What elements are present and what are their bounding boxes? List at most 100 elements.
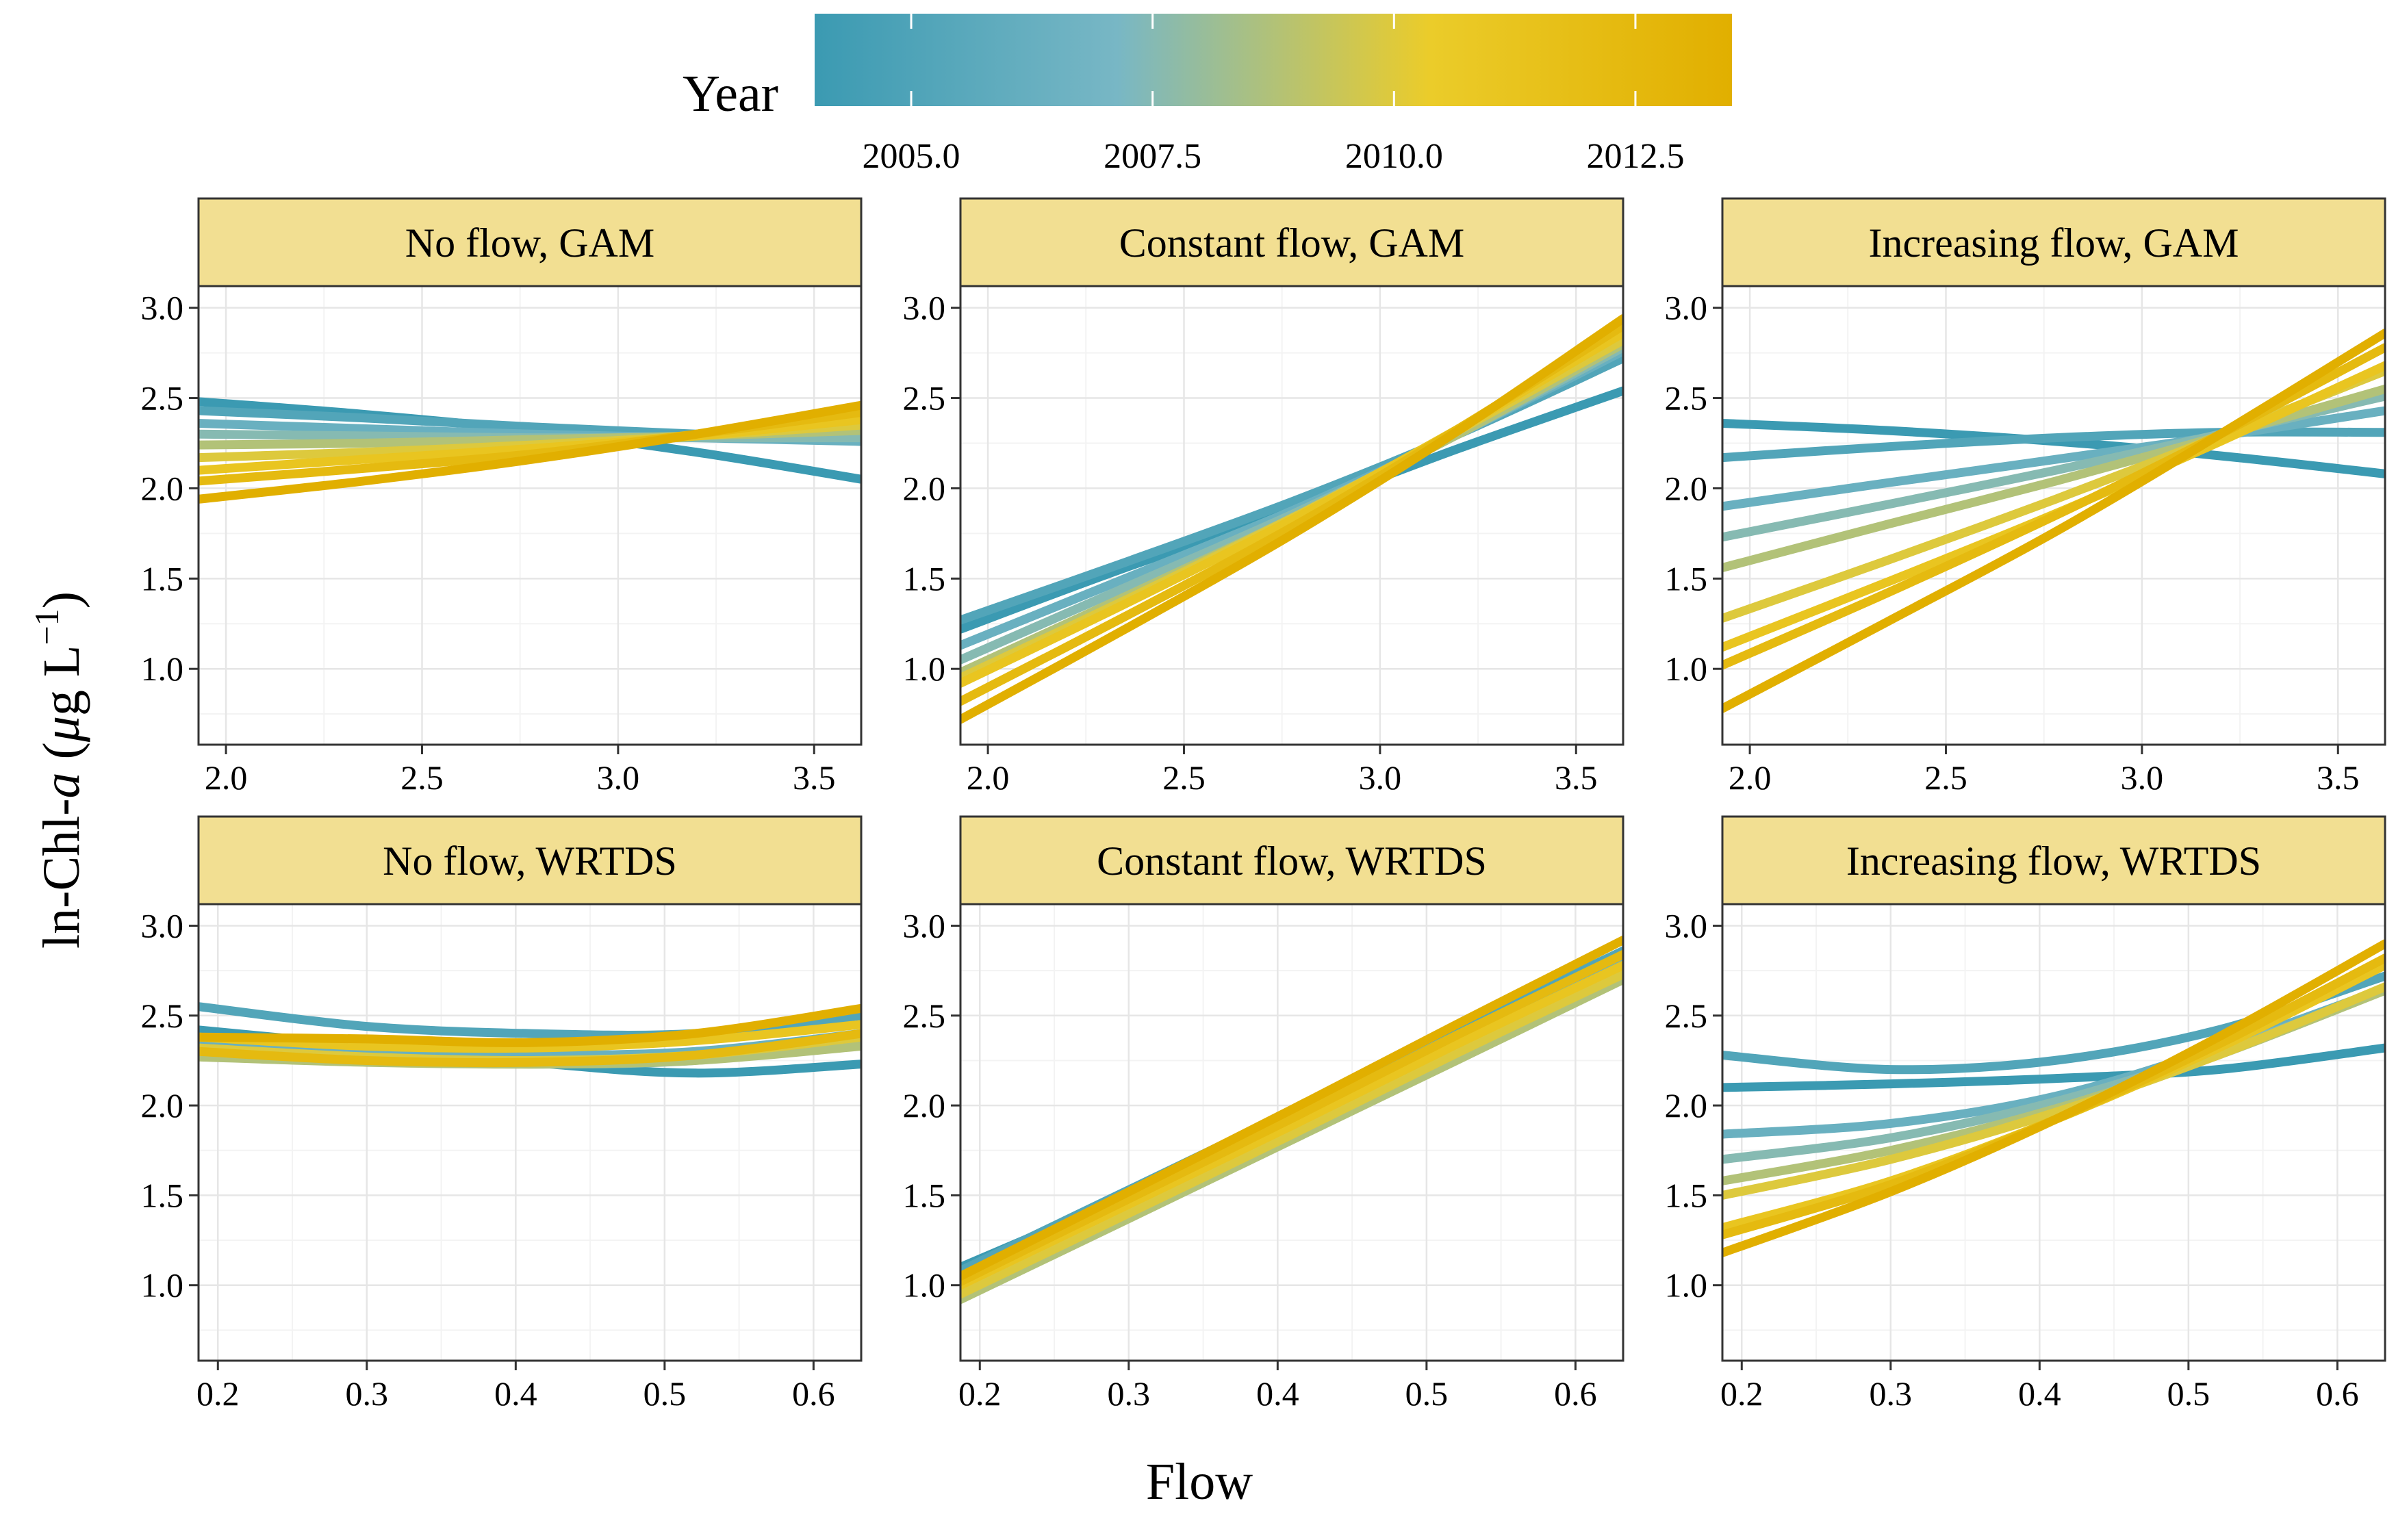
facet-strip — [1721, 197, 2386, 287]
y-tick-label: 1.0 — [903, 650, 946, 688]
y-tick-label: 1.5 — [903, 1176, 946, 1214]
y-tick-label: 1.5 — [141, 559, 184, 598]
x-tick-label: 0.2 — [196, 1374, 240, 1413]
facet-strip — [959, 197, 1624, 287]
legend-tick-label: 2007.5 — [1104, 137, 1201, 176]
y-tick-label: 2.5 — [141, 379, 184, 418]
series-lines — [960, 314, 1623, 724]
x-tick-label: 0.2 — [958, 1374, 1002, 1413]
series-line-2007 — [1722, 406, 2385, 511]
panel-constant-flow-wrtds: Constant flow, WRTDS 1.0 1.5 2.0 2.5 3.0 0.2 0.… — [903, 815, 1624, 1413]
y-tick-label: 1.0 — [1665, 650, 1708, 688]
y-tick-label: 1.0 — [903, 1266, 946, 1305]
panel-border — [1721, 903, 2386, 1362]
y-tick-label: 2.5 — [1665, 997, 1708, 1035]
y-tick-label: 2.0 — [903, 469, 946, 507]
x-tick-label: 2.5 — [400, 758, 444, 797]
series-line-2012 — [960, 950, 1623, 1286]
y-tick-label: 1.0 — [141, 1266, 184, 1305]
series-lines — [960, 936, 1623, 1305]
panel-border — [959, 903, 1624, 1362]
x-tick-label: 0.5 — [1405, 1374, 1449, 1413]
x-tick-label: 3.5 — [1555, 758, 1598, 797]
series-line-2009 — [960, 975, 1623, 1305]
facet-strip-label: Constant flow, WRTDS — [1097, 838, 1487, 884]
y-tick-label: 2.0 — [903, 1086, 946, 1125]
facet-strip-label: No flow, GAM — [405, 220, 654, 266]
y-axis-title: ln-Chl-a (μg L−1) — [27, 591, 90, 949]
legend-ticks: 2005.0 2007.5 2010.0 2012.5 — [863, 14, 1684, 176]
x-tick-label: 0.2 — [1720, 1374, 1763, 1413]
y-tick-label: 1.5 — [1665, 1176, 1708, 1214]
x-tick-label: 3.0 — [1359, 758, 1402, 797]
legend-title: Year — [683, 65, 778, 123]
panel-border — [959, 285, 1624, 746]
x-tick-label: 0.4 — [2018, 1374, 2061, 1413]
series-lines — [1722, 939, 2385, 1257]
panel-background — [199, 286, 861, 745]
legend-tick-label: 2010.0 — [1345, 137, 1443, 176]
panel-border — [197, 285, 863, 746]
facet-strip-label: Constant flow, GAM — [1119, 220, 1464, 266]
x-tick-label: 3.5 — [2317, 758, 2360, 797]
y-tick-label: 2.0 — [141, 469, 184, 507]
series-line-2013 — [199, 400, 861, 504]
x-tick-label: 3.5 — [793, 758, 836, 797]
y-tick-label: 3.0 — [1665, 289, 1708, 327]
x-tick-label: 3.0 — [597, 758, 640, 797]
series-line-2013 — [1722, 329, 2385, 713]
year-legend: Year 2005.0 2007.5 2010.0 2012.5 — [683, 14, 1732, 176]
panel-grid — [1722, 286, 2385, 745]
y-tick-label: 2.5 — [903, 997, 946, 1035]
x-tick-label: 2.0 — [1729, 758, 1772, 797]
x-tick-label: 2.0 — [967, 758, 1010, 797]
series-line-2005 — [1722, 1043, 2385, 1092]
series-line-2006 — [1722, 427, 2385, 463]
panel-background — [199, 904, 861, 1361]
series-line-2013 — [1722, 939, 2385, 1257]
y-tick-label: 2.5 — [1665, 379, 1708, 418]
facet-strip — [1721, 815, 2386, 906]
x-tick-label: 2.0 — [205, 758, 248, 797]
panel-grid — [199, 904, 861, 1361]
x-tick-label: 2.5 — [1924, 758, 1967, 797]
x-axis-title: Flow — [1146, 1453, 1253, 1511]
panel-increasing-flow-wrtds: Increasing flow, WRTDS 1.0 1.5 2.0 2.5 3.0 0.2… — [1665, 815, 2386, 1413]
x-tick-label: 0.4 — [1256, 1374, 1299, 1413]
series-line-2013 — [960, 314, 1623, 724]
series-lines — [199, 397, 861, 504]
x-tick-label: 0.6 — [1554, 1374, 1597, 1413]
series-line-2010 — [1722, 982, 2385, 1200]
y-tick-label: 1.5 — [1665, 559, 1708, 598]
y-tick-label: 2.5 — [903, 379, 946, 418]
x-tick-label: 0.3 — [1108, 1374, 1151, 1413]
series-line-2011 — [199, 1020, 861, 1053]
facet-strip — [197, 197, 863, 287]
x-tick-label: 2.5 — [1162, 758, 1206, 797]
y-tick-label: 1.0 — [141, 650, 184, 688]
legend-tick-label: 2005.0 — [863, 137, 960, 176]
y-tick-label: 3.0 — [1665, 907, 1708, 945]
panel-constant-flow-gam: Constant flow, GAM 1.0 1.5 2.0 2.5 3.0 2.0 2.5 3… — [903, 197, 1624, 797]
y-tick-label: 2.0 — [1665, 469, 1708, 507]
series-line-2013 — [960, 936, 1623, 1281]
x-tick-label: 0.3 — [1870, 1374, 1913, 1413]
facet-strip-label: No flow, WRTDS — [383, 838, 677, 884]
x-tick-label: 0.3 — [346, 1374, 389, 1413]
y-tick-label: 3.0 — [903, 289, 946, 327]
series-lines — [199, 1002, 861, 1078]
x-tick-label: 0.6 — [792, 1374, 835, 1413]
y-tick-label: 1.5 — [141, 1176, 184, 1214]
panel-increasing-flow-gam: Increasing flow, GAM 1.0 1.5 2.0 2.5 3.0 2.0 2.… — [1665, 197, 2386, 797]
x-tick-label: 3.0 — [2121, 758, 2164, 797]
y-tick-label: 2.5 — [141, 997, 184, 1035]
y-tick-label: 2.0 — [1665, 1086, 1708, 1125]
series-line-2013 — [199, 1003, 861, 1047]
y-tick-label: 1.0 — [1665, 1266, 1708, 1305]
legend-tick-label: 2012.5 — [1586, 137, 1684, 176]
x-tick-label: 0.5 — [643, 1374, 687, 1413]
y-tick-label: 1.5 — [903, 559, 946, 598]
x-tick-label: 0.4 — [494, 1374, 537, 1413]
